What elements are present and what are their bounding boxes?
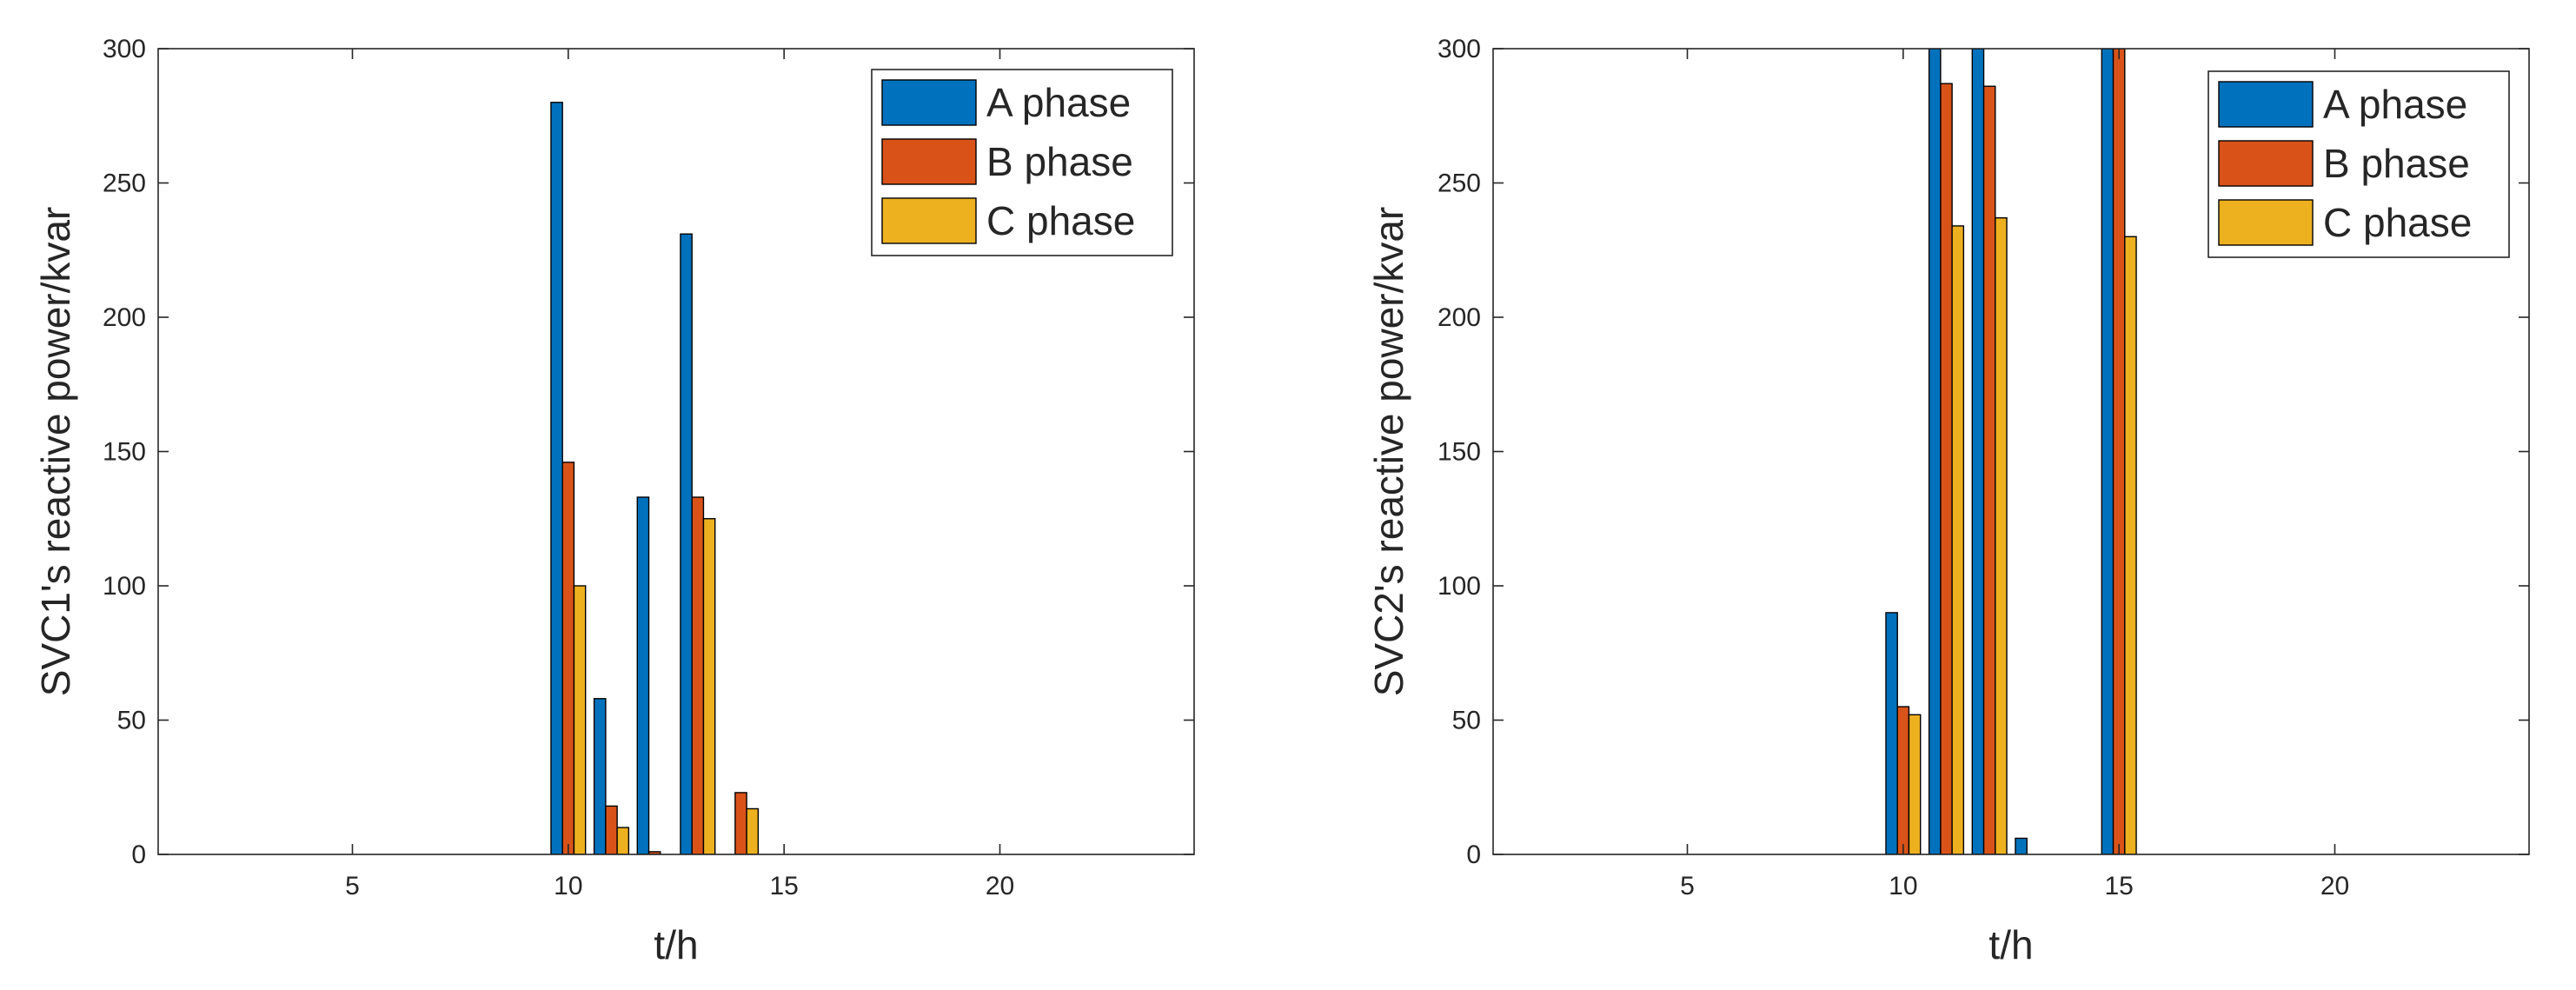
bar-b-phase-t10 bbox=[561, 462, 575, 854]
bar-b-phase-t13 bbox=[691, 496, 705, 854]
bar-c-phase-t11 bbox=[616, 827, 630, 854]
x-tick-label: 10 bbox=[554, 872, 582, 900]
bars bbox=[550, 102, 760, 854]
legend-label-b-phase: B phase bbox=[986, 139, 1133, 184]
bar-c-phase-t12 bbox=[1995, 216, 2008, 854]
y-tick-label: 0 bbox=[131, 841, 146, 869]
legend-label-c-phase: C phase bbox=[2323, 200, 2472, 245]
bar-b-phase-t11 bbox=[1940, 83, 1953, 854]
x-tick-label: 20 bbox=[986, 872, 1014, 900]
bar-a-phase-t11 bbox=[593, 698, 607, 854]
y-tick-label: 250 bbox=[103, 169, 146, 198]
x-axis-label: t/h bbox=[1988, 922, 2033, 967]
bar-b-phase-t10 bbox=[1896, 706, 1910, 854]
x-tick-label: 15 bbox=[2104, 872, 2133, 900]
x-tick-label: 20 bbox=[2320, 872, 2349, 900]
x-tick-label: 5 bbox=[1680, 872, 1695, 900]
bars bbox=[1885, 49, 2137, 854]
legend-swatch-b-phase bbox=[2218, 140, 2314, 187]
x-tick-label: 15 bbox=[769, 872, 798, 900]
y-tick-label: 150 bbox=[103, 438, 146, 467]
y-tick-label: 150 bbox=[1437, 438, 1481, 467]
y-axis-label: SVC1's reactive power/kvar bbox=[33, 207, 78, 697]
y-tick-label: 50 bbox=[1452, 707, 1481, 735]
legend-label-b-phase: B phase bbox=[2323, 141, 2470, 186]
legend-swatch-c-phase bbox=[881, 197, 977, 244]
bar-c-phase-t13 bbox=[702, 518, 716, 854]
y-tick-label: 250 bbox=[1437, 169, 1481, 198]
legend: A phase B phase C phase bbox=[2208, 70, 2510, 258]
bar-a-phase-t11 bbox=[1928, 49, 1942, 854]
y-tick-label: 100 bbox=[1437, 572, 1481, 601]
y-tick-label: 200 bbox=[1437, 303, 1481, 332]
bar-c-phase-t10 bbox=[573, 585, 587, 854]
x-tick-label: 10 bbox=[1889, 872, 1917, 900]
chart-svc2: 0 50 100 150 200 250 300 5 10 15 20 t/h SVC2's react… bbox=[1366, 35, 2530, 967]
bar-a-phase-t12 bbox=[636, 496, 650, 854]
bar-a-phase-t15 bbox=[2101, 49, 2115, 854]
y-tick-label: 300 bbox=[1437, 35, 1481, 63]
y-tick-label: 100 bbox=[103, 572, 146, 601]
x-tick-label: 5 bbox=[345, 872, 360, 900]
bar-b-phase-t12 bbox=[1982, 85, 1996, 854]
x-axis-label: t/h bbox=[654, 922, 698, 967]
bar-a-phase-t12 bbox=[1971, 49, 1985, 854]
y-tick-label: 300 bbox=[103, 35, 146, 63]
legend-swatch-a-phase bbox=[2218, 81, 2314, 128]
bar-b-phase-t14 bbox=[734, 792, 747, 854]
legend-label-c-phase: C phase bbox=[986, 198, 1135, 243]
legend-label-a-phase: A phase bbox=[2323, 82, 2467, 127]
bar-a-phase-t13 bbox=[680, 233, 693, 854]
bar-a-phase-t10 bbox=[1885, 612, 1898, 854]
bar-c-phase-t10 bbox=[1908, 714, 1922, 854]
y-axis-label: SVC2's reactive power/kvar bbox=[1366, 207, 1411, 697]
bar-c-phase-t11 bbox=[1951, 225, 1965, 854]
bar-c-phase-t14 bbox=[746, 807, 760, 854]
y-tick-label: 200 bbox=[103, 303, 146, 332]
legend: A phase B phase C phase bbox=[871, 69, 1173, 256]
legend-swatch-b-phase bbox=[881, 138, 977, 185]
y-tick-label: 50 bbox=[117, 707, 146, 735]
bar-b-phase-t15 bbox=[2112, 49, 2126, 854]
bar-a-phase-t10 bbox=[550, 102, 563, 854]
legend-swatch-a-phase bbox=[881, 79, 977, 126]
legend-swatch-c-phase bbox=[2218, 199, 2314, 246]
legend-label-a-phase: A phase bbox=[986, 80, 1131, 125]
bar-a-phase-t13 bbox=[2015, 837, 2028, 854]
bar-c-phase-t15 bbox=[2124, 236, 2137, 854]
y-tick-label: 0 bbox=[1466, 841, 1481, 869]
chart-svc1: 0 50 100 150 200 250 300 5 10 15 20 t/h SVC1's react… bbox=[33, 35, 1195, 967]
bar-b-phase-t11 bbox=[605, 805, 618, 854]
